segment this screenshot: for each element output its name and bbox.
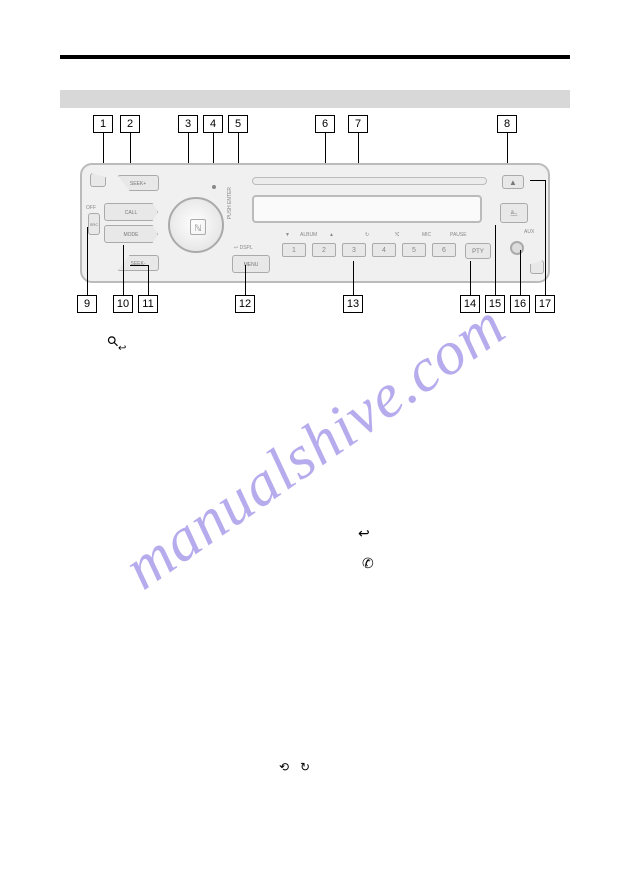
section-header-band <box>60 90 570 108</box>
seek-plus-button[interactable]: SEEK+ <box>117 175 159 191</box>
pause-label: PAUSE <box>450 232 467 238</box>
mode-button[interactable]: MODE <box>104 225 158 243</box>
callout-11: 11 <box>138 295 158 313</box>
call-button[interactable]: CALL <box>104 203 158 221</box>
menu-back-button[interactable]: MENU <box>232 255 270 273</box>
nfc-mark <box>212 185 216 189</box>
repeat-label: ↻ <box>365 232 369 238</box>
pty-button[interactable]: PTY <box>465 243 491 259</box>
top-rule <box>60 55 570 59</box>
preset-4-button[interactable]: 4 <box>372 243 396 257</box>
mic-label: MIC <box>422 232 431 238</box>
disc-slot[interactable] <box>252 177 487 185</box>
callout-1: 1 <box>93 115 113 133</box>
callout-4: 4 <box>203 115 223 133</box>
phone-icon: ✆ <box>362 555 374 572</box>
return-small-icon: ↩ <box>118 343 126 354</box>
repeat-icon: ⟲ <box>279 760 289 774</box>
callout-3: 3 <box>178 115 198 133</box>
callout-14: 14 <box>460 295 480 313</box>
callout-8: 8 <box>497 115 517 133</box>
control-dial[interactable]: ℕ <box>168 197 224 253</box>
callout-2: 2 <box>120 115 140 133</box>
release-button[interactable] <box>90 173 106 187</box>
preset-3-button[interactable]: 3 <box>342 243 366 257</box>
usb-port[interactable]: ⎁ <box>500 203 528 223</box>
album-label: ALBUM <box>300 232 317 238</box>
callout-7: 7 <box>348 115 368 133</box>
preset-1-button[interactable]: 1 <box>282 243 306 257</box>
back-arrow-icon: ↩ <box>358 525 370 542</box>
shuffle-label: ⤭ <box>395 232 399 238</box>
eject-button[interactable]: ▲ <box>502 175 524 189</box>
callout-15: 15 <box>485 295 505 313</box>
callout-17: 17 <box>535 295 555 313</box>
dspl-label: ↩ DSPL <box>234 245 253 251</box>
release-right-icon[interactable] <box>530 260 544 274</box>
callout-12: 12 <box>235 295 255 313</box>
callout-9: 9 <box>77 295 97 313</box>
head-unit: PUSH ENTER ℕ SEEK+ CALL MODE SEEK- OFF S… <box>80 163 550 283</box>
control-diagram: 1 2 3 4 5 6 7 8 PUSH ENTER ℕ SEEK+ CALL … <box>60 115 570 320</box>
callout-6: 6 <box>315 115 335 133</box>
nfc-icon: ℕ <box>190 219 206 235</box>
preset-5-button[interactable]: 5 <box>402 243 426 257</box>
album-down-label: ▼ <box>285 232 290 238</box>
dial-label: PUSH ENTER <box>227 187 233 219</box>
aux-jack[interactable] <box>510 241 524 255</box>
callout-10: 10 <box>113 295 133 313</box>
shuffle-icon: ↻ <box>300 760 310 774</box>
preset-6-button[interactable]: 6 <box>432 243 456 257</box>
callout-5: 5 <box>228 115 248 133</box>
src-button[interactable]: SRC <box>88 213 100 235</box>
callout-13: 13 <box>343 295 363 313</box>
off-label: OFF <box>86 205 96 211</box>
aux-label: AUX <box>524 229 534 235</box>
callout-16: 16 <box>510 295 530 313</box>
preset-2-button[interactable]: 2 <box>312 243 336 257</box>
album-up-label: ▲ <box>329 232 334 238</box>
watermark: manualshive.com <box>111 289 518 604</box>
lcd-display <box>252 195 482 223</box>
